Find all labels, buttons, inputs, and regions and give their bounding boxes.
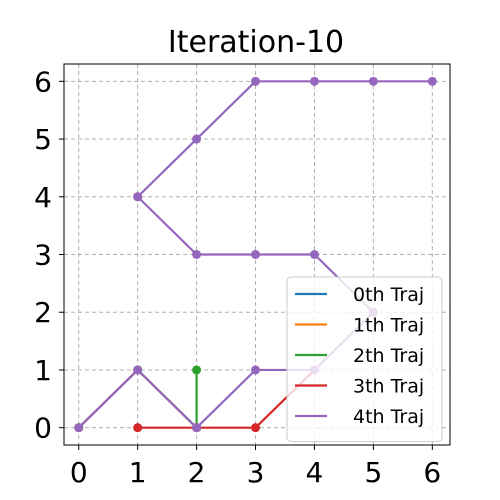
series-4-point-1-4 (368, 76, 378, 86)
legend-box (286, 276, 443, 442)
series-4-point-1-3 (309, 76, 319, 86)
series-3-point-0-2 (251, 423, 261, 433)
series-4-point-1-1 (192, 134, 202, 144)
series-4-point-2-0 (133, 192, 143, 202)
x-tick-label-3: 3 (247, 456, 265, 489)
legend-label-1: 1th Traj (353, 315, 424, 337)
x-tick-label-5: 5 (364, 456, 382, 489)
x-tick-label-6: 6 (423, 456, 441, 489)
series-4-point-0-2 (192, 423, 202, 433)
y-tick-label-5: 5 (34, 123, 52, 156)
legend-label-0: 0th Traj (353, 284, 424, 306)
y-tick-label-2: 2 (34, 296, 52, 329)
series-4-point-0-1 (133, 365, 143, 375)
series-4-point-1-5 (427, 76, 437, 86)
series-4-point-0-3 (251, 365, 261, 375)
x-tick-label-4: 4 (306, 456, 324, 489)
y-tick-label-6: 6 (34, 65, 52, 98)
series-4-point-2-3 (309, 250, 319, 259)
legend-label-2: 2th Traj (353, 345, 424, 367)
legend-label-3: 3th Traj (353, 376, 424, 398)
chart-title: Iteration-10 (168, 25, 344, 60)
series-4-point-2-1 (192, 250, 202, 259)
legend: 0th Traj 1th Traj 2th Traj 3th Traj 4th Traj (286, 276, 443, 442)
y-tick-label-4: 4 (34, 181, 52, 214)
y-tick-label-0: 0 (34, 412, 52, 445)
legend-label-4: 4th Traj (353, 406, 424, 428)
series-4-point-2-2 (251, 250, 261, 259)
series-4-point-0-0 (74, 423, 84, 433)
series-3-point-0-0 (133, 423, 143, 433)
x-tick-label-0: 0 (70, 456, 88, 489)
y-tick-label-3: 3 (34, 239, 52, 272)
x-tick-label-1: 1 (129, 456, 147, 489)
series-4-point-1-2 (251, 76, 261, 86)
series-2-point-0-0 (192, 365, 202, 375)
y-tick-label-1: 1 (34, 354, 52, 387)
ticks: 0 1 2 3 4 5 6 0 1 2 3 4 5 6 (34, 65, 441, 489)
x-tick-label-2: 2 (188, 456, 206, 489)
series-4-line-1 (136, 80, 433, 198)
